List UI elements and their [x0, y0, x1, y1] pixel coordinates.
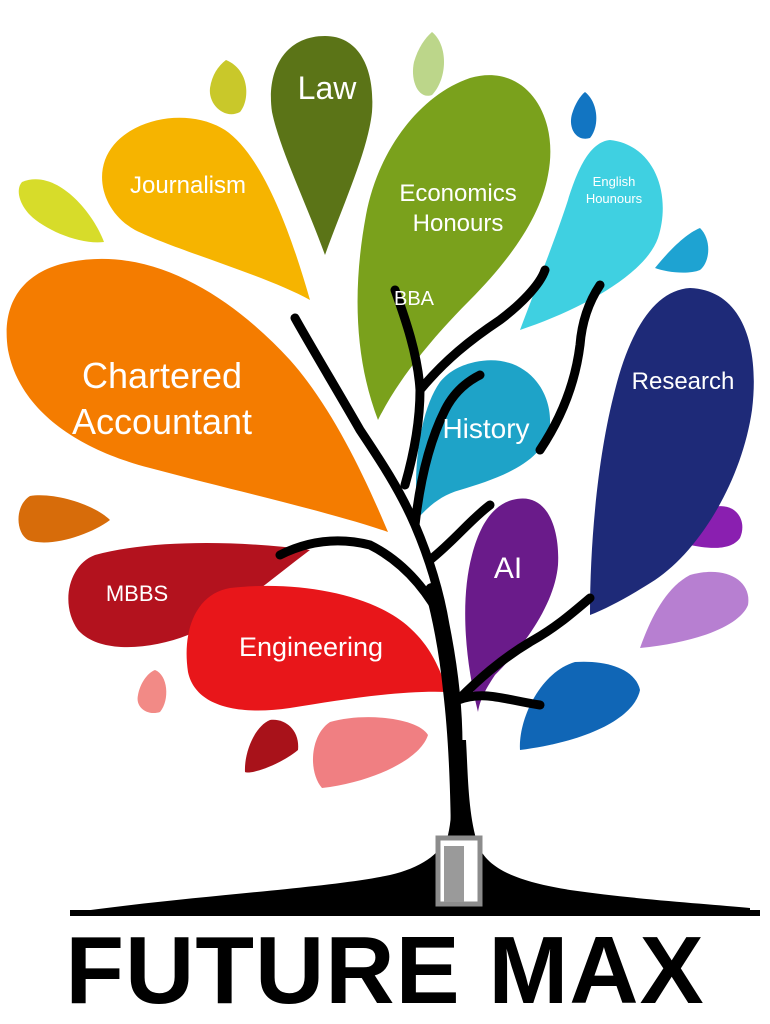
leaf-economics-label-line1: Economics	[399, 180, 516, 207]
drop-blue-top-right	[570, 92, 597, 139]
leaf-journalism	[102, 117, 310, 301]
leaf-english-label-line2: Hounours	[586, 191, 643, 206]
drop-yellow-left	[18, 179, 104, 243]
leaf-economics-label-line2: Honours	[413, 210, 504, 237]
leaf-english-label-line1: English	[593, 174, 636, 189]
tree-trunk	[75, 740, 750, 916]
leaf-english	[520, 140, 663, 330]
leaf-law	[270, 36, 373, 255]
drop-salmon-low	[312, 717, 428, 788]
leaf-mbbs	[68, 543, 310, 648]
drop-pink-left	[137, 670, 167, 714]
leaf-chartered-label-line2: Accountant	[72, 401, 252, 442]
drop-lavender-right	[640, 571, 749, 648]
leaf-chartered	[6, 258, 389, 532]
leaf-engineering-label: Engineering	[239, 632, 383, 662]
ground-line	[70, 910, 760, 916]
tree-branch-thick	[425, 583, 465, 867]
leaf-ai	[465, 498, 559, 712]
drop-orange-left	[18, 495, 110, 543]
brand-title: FUTURE MAX	[65, 917, 705, 1024]
leaf-law-label: Law	[298, 70, 358, 106]
leaf-economics	[357, 75, 551, 421]
drop-darkred-low	[244, 719, 299, 773]
drop-lightgreen-top	[412, 32, 444, 96]
leaf-research-label: Research	[632, 368, 735, 395]
drop-yellowgreen-top	[209, 60, 247, 115]
leaf-history-label: History	[442, 413, 529, 444]
leaf-bba-label: BBA	[394, 288, 435, 310]
drop-blue-low	[519, 661, 640, 750]
leaf-ai-label: AI	[494, 552, 522, 585]
drop-cyan-right	[655, 228, 709, 273]
leaf-chartered-label-line1: Chartered	[82, 355, 242, 396]
leaf-engineering	[186, 585, 448, 711]
leaf-research	[590, 288, 754, 615]
leaf-mbbs-label: MBBS	[106, 581, 168, 606]
leaf-journalism-label: Journalism	[130, 172, 246, 199]
door-panel	[444, 846, 464, 902]
